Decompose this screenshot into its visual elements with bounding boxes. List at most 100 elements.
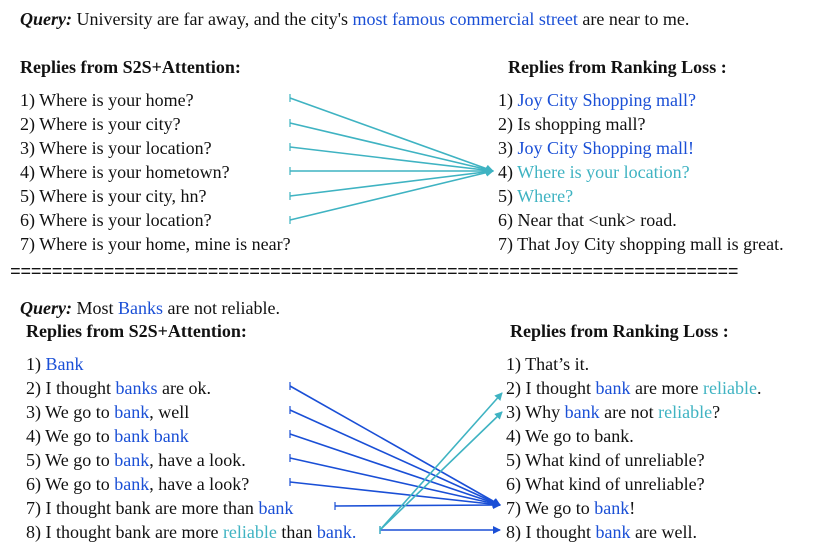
top-query-text: University are far away, and the city's … xyxy=(77,9,690,29)
text-segment: 1) Where is your home? xyxy=(20,90,194,110)
text-segment: 5) xyxy=(498,186,518,206)
text-segment: bank xyxy=(564,402,600,422)
reply-item: 1) That’s it. xyxy=(506,353,589,375)
bottom-query: Query: Most Banks are not reliable. xyxy=(20,297,280,319)
reply-item: 7) Where is your home, mine is near? xyxy=(20,233,291,255)
connector-arrow xyxy=(289,167,494,197)
reply-item: 7) We go to bank! xyxy=(506,497,635,519)
connector-arrow xyxy=(289,122,494,174)
top-query: Query: University are far away, and the … xyxy=(20,8,689,30)
text-segment: reliable xyxy=(222,522,277,542)
text-segment: bank xyxy=(595,522,631,542)
text-segment: 6) Where is your location? xyxy=(20,210,212,230)
connector-arrow xyxy=(289,385,501,506)
text-segment: Joy City Shopping mall? xyxy=(517,90,697,110)
reply-item: 3) We go to bank, well xyxy=(26,401,189,423)
text-segment: reliable xyxy=(658,402,713,422)
connector-arrow xyxy=(289,457,501,508)
text-segment: 4) We go to xyxy=(26,426,115,446)
text-segment: Where is your location? xyxy=(517,162,690,182)
text-segment: bank xyxy=(114,474,150,494)
reply-item: 6) Where is your location? xyxy=(20,209,212,231)
connector-arrow xyxy=(289,97,494,173)
text-segment: Bank xyxy=(45,354,84,374)
bottom-query-label: Query: xyxy=(20,298,72,318)
reply-item: 5) We go to bank, have a look. xyxy=(26,449,246,471)
section-separator: ========================================… xyxy=(10,264,739,282)
reply-item: 3) Joy City Shopping mall! xyxy=(498,137,694,159)
text-segment: Where? xyxy=(517,186,574,206)
reply-item: 8) I thought bank are well. xyxy=(506,521,697,543)
reply-item: 6) We go to bank, have a look? xyxy=(26,473,249,495)
reply-item: 4) Where is your hometown? xyxy=(20,161,230,183)
text-segment: 6) What kind of unreliable? xyxy=(506,474,705,494)
reply-item: 6) Near that <unk> road. xyxy=(498,209,677,231)
text-segment: , have a look? xyxy=(149,474,250,494)
reply-item: 3) Why bank are not reliable? xyxy=(506,401,720,423)
connector-arrow xyxy=(379,392,503,531)
reply-item: 4) Where is your location? xyxy=(498,161,690,183)
text-segment: banks xyxy=(115,378,158,398)
text-segment: 4) Where is your hometown? xyxy=(20,162,230,182)
connector-arrow xyxy=(289,481,501,509)
text-segment: are not xyxy=(599,402,659,422)
text-segment: 4) xyxy=(498,162,518,182)
text-segment: bank xyxy=(258,498,294,518)
connector-arrow xyxy=(289,146,494,175)
text-segment: 8) I thought bank are more xyxy=(26,522,223,542)
connector-arrow xyxy=(334,501,501,510)
text-segment: are ok. xyxy=(157,378,211,398)
text-segment: 5) What kind of unreliable? xyxy=(506,450,705,470)
reply-item: 5) Where? xyxy=(498,185,573,207)
text-segment: , have a look. xyxy=(149,450,246,470)
text-segment: 2) Where is your city? xyxy=(20,114,181,134)
reply-item: 5) What kind of unreliable? xyxy=(506,449,705,471)
text-segment: 3) xyxy=(498,138,518,158)
reply-item: 2) I thought banks are ok. xyxy=(26,377,211,399)
text-segment: than xyxy=(276,522,317,542)
text-segment: 7) I thought bank are more than xyxy=(26,498,259,518)
text-segment: 7) We go to xyxy=(506,498,595,518)
reply-item: 4) We go to bank. xyxy=(506,425,634,447)
reply-item: 1) Bank xyxy=(26,353,84,375)
text-segment: 3) Where is your location? xyxy=(20,138,212,158)
text-segment: 7) Where is your home, mine is near? xyxy=(20,234,291,254)
text-segment: bank xyxy=(114,402,150,422)
text-segment: University are far away, and the city's xyxy=(76,9,353,29)
top-left-header: Replies from S2S+Attention: xyxy=(20,57,241,77)
reply-item: 5) Where is your city, hn? xyxy=(20,185,206,207)
reply-item: 2) Where is your city? xyxy=(20,113,181,135)
text-segment: Banks xyxy=(118,298,164,318)
text-segment: bank xyxy=(594,498,630,518)
top-query-label: Query: xyxy=(20,9,72,29)
text-segment: bank xyxy=(114,450,150,470)
reply-item: 1) Where is your home? xyxy=(20,89,194,111)
text-segment: 1) xyxy=(26,354,46,374)
bottom-query-text: Most Banks are not reliable. xyxy=(77,298,280,318)
text-segment: 5) We go to xyxy=(26,450,115,470)
text-segment: 3) We go to xyxy=(26,402,115,422)
text-segment: bank xyxy=(595,378,631,398)
text-segment: 1) xyxy=(498,90,518,110)
text-segment: are near to me. xyxy=(577,9,690,29)
text-segment: 1) That’s it. xyxy=(506,354,590,374)
text-segment: 6) Near that <unk> road. xyxy=(498,210,677,230)
text-segment: Joy City Shopping mall! xyxy=(517,138,695,158)
text-segment: 7) That Joy City shopping mall is great. xyxy=(498,234,784,254)
text-segment: 5) Where is your city, hn? xyxy=(20,186,207,206)
reply-item: 6) What kind of unreliable? xyxy=(506,473,705,495)
text-segment: ! xyxy=(629,498,636,518)
text-segment: bank bank xyxy=(114,426,189,446)
text-segment: 6) We go to xyxy=(26,474,115,494)
reply-item: 8) I thought bank are more reliable than… xyxy=(26,521,356,543)
connector-arrow xyxy=(289,168,494,221)
text-segment: 2) I thought xyxy=(506,378,596,398)
text-segment: . xyxy=(756,378,762,398)
bottom-right-header: Replies from Ranking Loss : xyxy=(510,321,729,341)
text-segment: reliable xyxy=(702,378,757,398)
text-segment: most famous commercial street xyxy=(352,9,578,29)
text-segment: 4) We go to bank. xyxy=(506,426,634,446)
text-segment: are not reliable. xyxy=(163,298,280,318)
